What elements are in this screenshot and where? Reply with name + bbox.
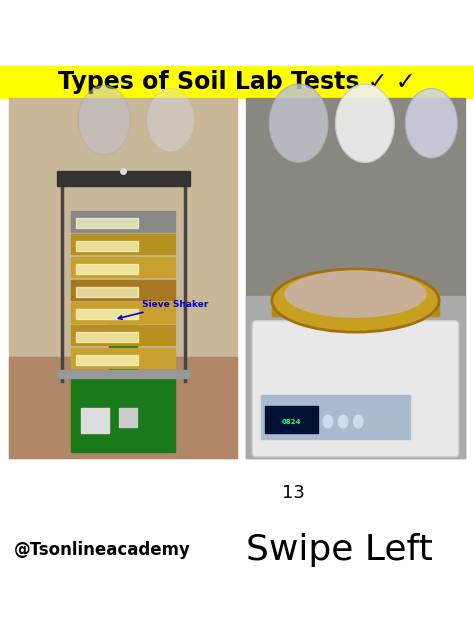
Bar (71, 373, 175, 452)
Bar (76, 332, 138, 343)
Bar (71, 279, 175, 300)
FancyBboxPatch shape (252, 321, 459, 457)
Bar (71, 257, 175, 277)
Bar (246, 296, 465, 458)
Bar (57, 370, 190, 378)
Circle shape (338, 415, 348, 428)
Bar (76, 219, 138, 229)
Bar (265, 406, 318, 433)
Text: @Tsonlineacademy: @Tsonlineacademy (14, 541, 191, 559)
Bar (9, 357, 237, 458)
Bar (71, 211, 175, 232)
Text: Sieve Shaker: Sieve Shaker (118, 300, 209, 319)
Bar (76, 264, 138, 274)
Bar (71, 303, 175, 323)
Text: 0824: 0824 (282, 418, 301, 425)
Bar (57, 171, 190, 186)
Text: Types of Soil Lab Tests ✓ ✓: Types of Soil Lab Tests ✓ ✓ (58, 70, 416, 94)
Bar (71, 234, 175, 254)
Bar (76, 241, 138, 251)
Circle shape (405, 88, 457, 158)
Text: Swipe Left: Swipe Left (246, 533, 433, 567)
Bar (246, 98, 465, 458)
Bar (76, 355, 138, 365)
Bar (118, 408, 137, 427)
Circle shape (147, 88, 194, 152)
Bar (272, 291, 439, 316)
Bar (76, 287, 138, 297)
Bar (261, 395, 410, 439)
Ellipse shape (284, 270, 427, 318)
Bar (0, 66, 474, 98)
Circle shape (323, 415, 333, 428)
Circle shape (269, 84, 328, 162)
Bar (71, 348, 175, 368)
Bar (9, 98, 237, 458)
Bar (76, 310, 138, 320)
Ellipse shape (272, 269, 439, 332)
Circle shape (78, 85, 130, 155)
Circle shape (354, 415, 363, 428)
Bar (109, 325, 137, 379)
Bar (71, 325, 175, 345)
Bar (81, 408, 109, 433)
Text: 13: 13 (283, 484, 305, 502)
Circle shape (336, 84, 394, 162)
